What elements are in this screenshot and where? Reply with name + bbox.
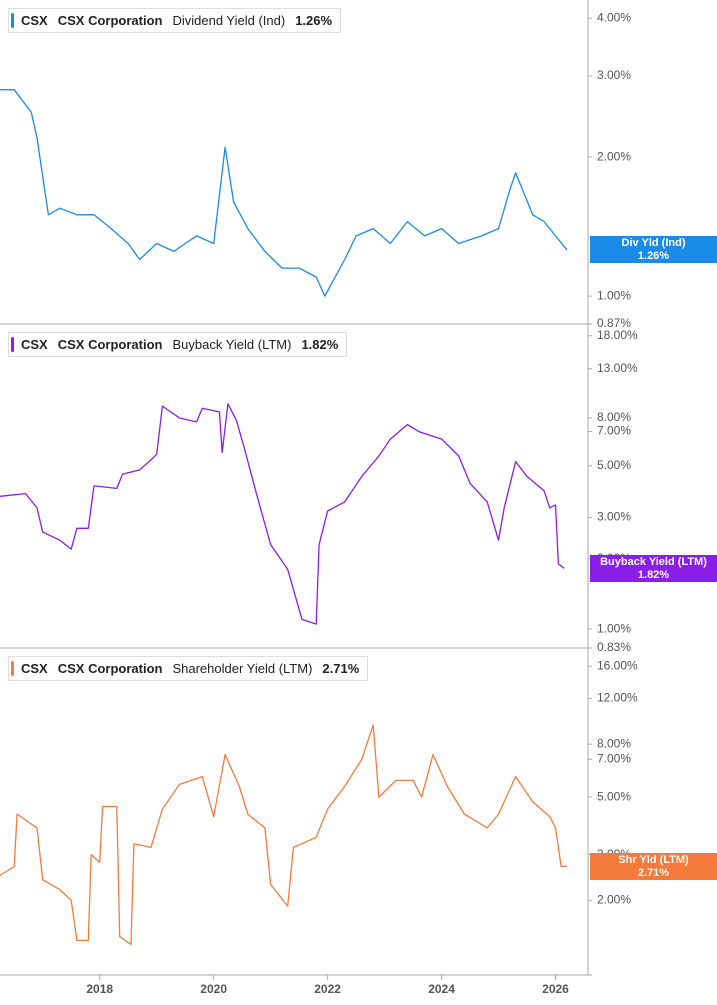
legend: CSX CSX Corporation Dividend Yield (Ind) 1.… (8, 8, 342, 33)
y-tick-label: 1.00% (597, 621, 631, 635)
y-tick-label: 8.00% (597, 736, 631, 750)
series-line (0, 724, 567, 946)
legend-swatch (11, 661, 14, 676)
y-tick-label: 8.00% (597, 410, 631, 424)
legend-company: CSX Corporation (57, 337, 163, 352)
legend-value: 2.71% (322, 661, 360, 676)
x-tick-label: 2026 (542, 982, 569, 996)
x-tick-label: 2018 (86, 982, 113, 996)
y-tick-label: 3.00% (597, 68, 631, 82)
x-tick-label: 2024 (428, 982, 455, 996)
legend-series: Shareholder Yield (LTM) (172, 661, 313, 676)
tag-value: 1.26% (637, 250, 670, 263)
tag-label: Div Yld (Ind) (621, 237, 686, 250)
series-line (0, 89, 568, 297)
legend-ticker: CSX (21, 13, 48, 28)
current-value-tag: Shr Yld (LTM) 2.71% (590, 852, 717, 880)
x-tick-label: 2022 (314, 982, 341, 996)
y-tick-label: 2.00% (597, 892, 631, 906)
y-tick-label: 12.00% (597, 691, 638, 705)
legend-company: CSX Corporation (57, 661, 163, 676)
x-tick-label: 2020 (200, 982, 227, 996)
y-tick-label: 0.87% (597, 316, 631, 330)
legend-swatch (11, 337, 14, 352)
tag-label: Buyback Yield (LTM) (600, 555, 707, 568)
legend: CSX CSX Corporation Buyback Yield (LTM) 1.8… (8, 332, 348, 357)
legend-ticker: CSX (21, 337, 48, 352)
y-tick-label: 13.00% (597, 361, 638, 375)
legend-swatch (11, 13, 14, 28)
y-tick-label: 5.00% (597, 789, 631, 803)
legend-company: CSX Corporation (57, 13, 163, 28)
legend-value: 1.26% (295, 13, 333, 28)
y-tick-label: 2.00% (597, 149, 631, 163)
legend-value: 1.82% (301, 337, 339, 352)
tag-value: 2.71% (637, 866, 670, 879)
legend-series: Buyback Yield (LTM) (172, 337, 292, 352)
y-tick-label: 7.00% (597, 424, 631, 438)
current-value-tag: Div Yld (Ind) 1.26% (590, 236, 717, 264)
y-tick-label: 0.83% (597, 640, 631, 654)
legend-ticker: CSX (21, 661, 48, 676)
y-tick-label: 5.00% (597, 458, 631, 472)
tag-value: 1.82% (637, 568, 670, 581)
series-line (0, 403, 565, 625)
y-tick-label: 4.00% (597, 10, 631, 24)
y-tick-label: 16.00% (597, 658, 638, 672)
legend: CSX CSX Corporation Shareholder Yield (LTM… (8, 656, 369, 681)
y-tick-label: 1.00% (597, 288, 631, 302)
current-value-tag: Buyback Yield (LTM) 1.82% (590, 554, 717, 582)
y-tick-label: 7.00% (597, 751, 631, 765)
y-tick-label: 3.00% (597, 510, 631, 524)
y-tick-label: 18.00% (597, 328, 638, 342)
tag-label: Shr Yld (LTM) (618, 853, 689, 866)
legend-series: Dividend Yield (Ind) (172, 13, 286, 28)
